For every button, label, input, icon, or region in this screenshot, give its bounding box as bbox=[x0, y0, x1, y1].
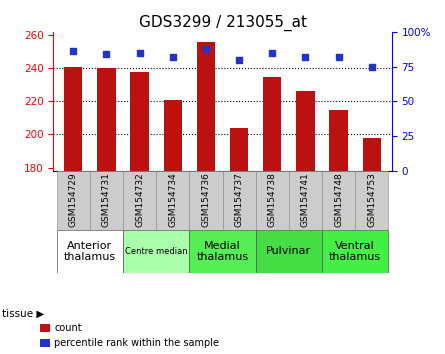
FancyBboxPatch shape bbox=[57, 230, 123, 273]
Bar bbox=[230, 128, 248, 171]
Title: GDS3299 / 213055_at: GDS3299 / 213055_at bbox=[138, 14, 307, 30]
Bar bbox=[97, 68, 116, 171]
Text: GSM154737: GSM154737 bbox=[235, 173, 243, 228]
FancyBboxPatch shape bbox=[189, 171, 222, 230]
Bar bbox=[130, 72, 149, 171]
FancyBboxPatch shape bbox=[256, 230, 322, 273]
FancyBboxPatch shape bbox=[322, 171, 355, 230]
FancyBboxPatch shape bbox=[156, 171, 189, 230]
Point bbox=[103, 51, 110, 57]
Bar bbox=[296, 91, 315, 171]
FancyBboxPatch shape bbox=[123, 230, 189, 273]
Point bbox=[368, 64, 375, 69]
Bar bbox=[263, 76, 281, 171]
Text: GSM154738: GSM154738 bbox=[268, 173, 277, 228]
Text: Pulvinar: Pulvinar bbox=[266, 246, 312, 257]
Text: GSM154734: GSM154734 bbox=[168, 173, 177, 227]
Text: GSM154729: GSM154729 bbox=[69, 173, 78, 227]
Point bbox=[235, 57, 243, 63]
Bar bbox=[197, 42, 215, 171]
Point bbox=[335, 54, 342, 60]
Text: Anterior
thalamus: Anterior thalamus bbox=[64, 241, 116, 262]
Point bbox=[70, 48, 77, 54]
FancyBboxPatch shape bbox=[222, 171, 256, 230]
Bar bbox=[363, 138, 381, 171]
Text: tissue ▶: tissue ▶ bbox=[2, 308, 44, 318]
Text: Medial
thalamus: Medial thalamus bbox=[196, 241, 249, 262]
Bar bbox=[329, 110, 348, 171]
FancyBboxPatch shape bbox=[289, 171, 322, 230]
FancyBboxPatch shape bbox=[256, 171, 289, 230]
FancyBboxPatch shape bbox=[189, 230, 256, 273]
Text: GSM154732: GSM154732 bbox=[135, 173, 144, 227]
Legend: count, percentile rank within the sample: count, percentile rank within the sample bbox=[40, 324, 219, 348]
FancyBboxPatch shape bbox=[90, 171, 123, 230]
Bar bbox=[64, 67, 82, 171]
Text: GSM154748: GSM154748 bbox=[334, 173, 343, 227]
FancyBboxPatch shape bbox=[322, 230, 388, 273]
Text: GSM154753: GSM154753 bbox=[367, 173, 376, 228]
Point bbox=[169, 54, 176, 60]
Text: Centre median: Centre median bbox=[125, 247, 187, 256]
Point bbox=[302, 54, 309, 60]
FancyBboxPatch shape bbox=[355, 171, 388, 230]
Text: GSM154731: GSM154731 bbox=[102, 173, 111, 228]
Point bbox=[136, 50, 143, 56]
Text: GSM154741: GSM154741 bbox=[301, 173, 310, 227]
FancyBboxPatch shape bbox=[123, 171, 156, 230]
Bar bbox=[164, 100, 182, 171]
Point bbox=[202, 46, 210, 51]
Text: Ventral
thalamus: Ventral thalamus bbox=[329, 241, 381, 262]
Point bbox=[269, 50, 276, 56]
FancyBboxPatch shape bbox=[57, 171, 90, 230]
Text: GSM154736: GSM154736 bbox=[202, 173, 210, 228]
